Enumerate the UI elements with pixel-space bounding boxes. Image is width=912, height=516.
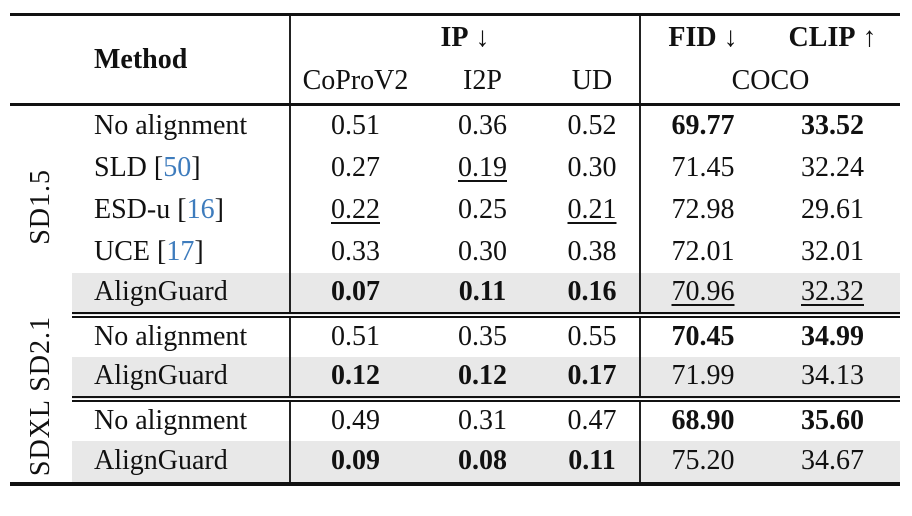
method-label: No alignment — [94, 110, 248, 142]
cell-clip: 29.61 — [801, 193, 864, 225]
cell-fid: 72.01 — [671, 235, 735, 267]
method-cell: SLD [50] — [72, 146, 291, 189]
cell-i2p: 0.11 — [420, 272, 545, 318]
cell-coprov2: 0.51 — [331, 110, 380, 142]
col-header-fid: FID ↓ — [668, 21, 738, 53]
cell-ud: 0.52 — [545, 104, 641, 147]
table-row-highlighted: AlignGuard 0.09 0.08 0.11 75.20 34.67 — [10, 441, 900, 484]
method-cell: No alignment — [72, 398, 291, 442]
method-cell: UCE [17] — [72, 230, 291, 273]
header-row-sub: CoProV2 I2P UD COCO — [10, 59, 900, 106]
method-label: UCE — [94, 235, 150, 267]
model-group-label-sd15: SD1.5 — [25, 169, 56, 246]
table-row: SD2.1 No alignment 0.51 0.35 0.55 70.45 … — [10, 314, 900, 391]
method-cell: No alignment — [72, 104, 291, 147]
cell-coprov2: 0.49 — [331, 405, 380, 437]
cell-i2p: 0.08 — [420, 441, 545, 484]
cell-i2p: 0.36 — [458, 110, 507, 142]
cell-clip: 35.60 — [801, 405, 864, 437]
cell-clip: 32.24 — [801, 151, 864, 183]
table-row-highlighted: AlignGuard 0.07 0.11 0.16 70.96 32.32 — [10, 272, 900, 318]
header-row-top: Method IP ↓ FID ↓ CLIP ↑ — [10, 14, 900, 106]
cell-clip: 33.52 — [801, 110, 864, 142]
table-row: SDXL No alignment 0.49 0.31 0.47 68.90 3… — [10, 398, 900, 476]
model-group-label-sdxl: SDXL — [25, 398, 56, 476]
method-cell: AlignGuard — [72, 272, 291, 318]
method-label: AlignGuard — [94, 276, 228, 307]
cell-i2p: 0.19 — [458, 151, 507, 183]
citation: [50] — [146, 151, 201, 183]
cell-fid: 69.77 — [671, 110, 735, 142]
cell-ud: 0.47 — [545, 398, 641, 442]
cell-i2p: 0.31 — [458, 405, 507, 437]
method-cell: No alignment — [72, 314, 291, 357]
cell-fid: 70.45 — [671, 321, 735, 352]
cell-fid: 75.20 — [640, 441, 765, 484]
model-group-label-sd21: SD2.1 — [25, 315, 56, 392]
method-label: No alignment — [94, 405, 248, 437]
col-group-header-ip: IP ↓ — [290, 14, 641, 60]
cell-fid: 68.90 — [671, 405, 735, 437]
table-row-highlighted: AlignGuard 0.12 0.12 0.17 71.99 34.13 — [10, 356, 900, 402]
cell-ud: 0.17 — [545, 356, 641, 402]
corner-spacer — [10, 14, 72, 106]
col-header-i2p: I2P — [420, 59, 545, 106]
cell-coprov2: 0.22 — [331, 193, 380, 225]
cell-ud: 0.16 — [545, 272, 641, 318]
method-label: AlignGuard — [94, 445, 228, 477]
table-row: SLD [50] 0.27 0.19 0.30 71.45 32.24 — [10, 146, 900, 189]
cell-i2p: 0.25 — [458, 193, 507, 225]
method-label: AlignGuard — [94, 360, 228, 391]
citation: [17] — [150, 235, 204, 267]
cell-ud: 0.38 — [545, 230, 641, 273]
down-arrow-icon: ↓ — [475, 21, 490, 53]
up-arrow-icon: ↑ — [862, 21, 877, 53]
cell-fid: 71.99 — [640, 356, 765, 402]
cell-clip: 34.99 — [801, 321, 864, 352]
down-arrow-icon: ↓ — [723, 21, 738, 53]
cell-fid: 70.96 — [640, 272, 765, 318]
cell-ud: 0.21 — [545, 188, 641, 231]
cell-ud: 0.11 — [545, 441, 641, 484]
cell-i2p: 0.35 — [458, 321, 507, 352]
citation: [16] — [170, 193, 224, 225]
cell-coprov2: 0.33 — [331, 235, 380, 267]
cell-coprov2: 0.51 — [331, 321, 380, 352]
cell-i2p: 0.30 — [458, 235, 507, 267]
table-row: SD1.5 No alignment 0.51 0.36 0.52 69.77 … — [10, 104, 900, 245]
col-header-ud: UD — [545, 59, 641, 106]
citation-link[interactable]: 50 — [163, 151, 192, 183]
table-row: UCE [17] 0.33 0.30 0.38 72.01 32.01 — [10, 230, 900, 273]
col-header-clip: CLIP ↑ — [788, 21, 877, 53]
results-table: Method IP ↓ FID ↓ CLIP ↑ CoProV2 I2P UD COC… — [10, 13, 900, 486]
method-cell: AlignGuard — [72, 356, 291, 402]
cell-coprov2: 0.12 — [290, 356, 420, 402]
method-label: No alignment — [94, 321, 248, 352]
cell-i2p: 0.12 — [420, 356, 545, 402]
col-header-coprov2: CoProV2 — [290, 59, 420, 106]
citation-link[interactable]: 17 — [166, 235, 195, 267]
citation-link[interactable]: 16 — [186, 193, 215, 225]
method-cell: ESD-u [16] — [72, 188, 291, 231]
method-cell: AlignGuard — [72, 441, 291, 484]
cell-clip: 34.67 — [765, 441, 900, 484]
cell-clip: 32.32 — [765, 272, 900, 318]
method-label: ESD-u — [94, 193, 171, 225]
cell-clip: 34.13 — [765, 356, 900, 402]
cell-coprov2: 0.27 — [331, 151, 380, 183]
cell-ud: 0.55 — [545, 314, 641, 357]
cell-clip: 32.01 — [801, 235, 864, 267]
cell-fid: 72.98 — [671, 193, 735, 225]
col-header-coco: COCO — [640, 59, 900, 106]
cell-fid: 71.45 — [671, 151, 735, 183]
col-header-method: Method — [72, 14, 291, 106]
cell-coprov2: 0.07 — [290, 272, 420, 318]
cell-coprov2: 0.09 — [290, 441, 420, 484]
table-row: ESD-u [16] 0.22 0.25 0.21 72.98 29.61 — [10, 188, 900, 231]
method-label: SLD — [94, 151, 147, 183]
cell-ud: 0.30 — [545, 146, 641, 189]
method-header-label: Method — [94, 43, 188, 75]
